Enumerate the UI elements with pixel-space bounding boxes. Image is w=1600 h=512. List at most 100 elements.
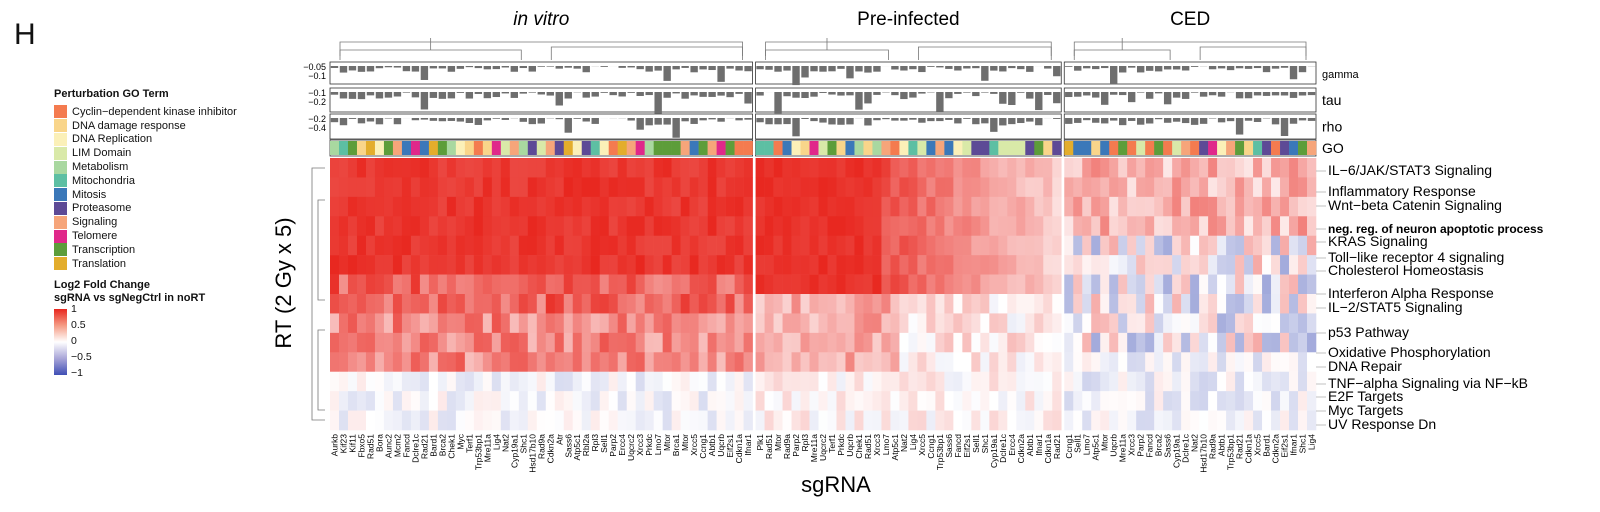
go-cell [1043, 141, 1053, 155]
track-bar [663, 92, 671, 98]
heatmap-cell [845, 332, 855, 353]
heatmap-cell [782, 235, 792, 256]
heatmap-cell [989, 294, 999, 314]
heatmap-cell [545, 255, 556, 275]
heatmap-cell [401, 410, 412, 431]
heatmap-cell [782, 410, 792, 431]
track-bar [756, 118, 764, 123]
heatmap-cell [590, 391, 601, 411]
go-legend-label: Telomere [72, 230, 118, 243]
heatmap-cell [563, 177, 574, 198]
heatmap-cell [671, 216, 681, 237]
heatmap-cell [1307, 313, 1317, 334]
heatmap-cell [626, 158, 636, 178]
heatmap-cell [536, 332, 547, 353]
heatmap-cell [1181, 352, 1191, 373]
column-label: Xrcc3 [872, 434, 882, 456]
heatmap-cell [1082, 352, 1092, 373]
heatmap-cell [464, 196, 475, 217]
heatmap-cell [917, 196, 927, 217]
heatmap-cell [944, 352, 954, 373]
heatmap-cell [926, 313, 936, 334]
heatmap-cell [1271, 255, 1281, 275]
heatmap-cell [1235, 216, 1245, 237]
track-bar [501, 66, 510, 68]
heatmap-cell [764, 158, 774, 178]
heatmap-cell [743, 177, 753, 198]
track-bar [474, 92, 483, 94]
heatmap-cell [473, 391, 484, 411]
heatmap-cell [1280, 313, 1290, 334]
heatmap-cell [689, 352, 699, 373]
column-label: Uqcrc2 [626, 434, 636, 461]
heatmap-cell [608, 294, 619, 314]
heatmap-cell [419, 371, 430, 392]
track-bar [891, 92, 899, 96]
heatmap-cell [980, 391, 990, 411]
track-frame [329, 61, 753, 85]
heatmap-cell [581, 158, 592, 178]
heatmap-cell [662, 235, 672, 256]
go-cell [836, 141, 846, 155]
heatmap-cell [1091, 216, 1101, 237]
heatmap-cell [1307, 158, 1317, 178]
heatmap-cell [662, 352, 672, 373]
track-bar [402, 66, 411, 72]
track-bar [936, 92, 944, 112]
heatmap-cell [845, 391, 855, 411]
heatmap-cell [890, 158, 900, 178]
heatmap-cell [1127, 274, 1137, 295]
heatmap-cell [581, 177, 592, 198]
heatmap-cell [590, 255, 601, 275]
heatmap-cell [491, 255, 502, 275]
heatmap-cell [863, 352, 873, 373]
heatmap-cell [1244, 196, 1254, 217]
go-cell [1289, 141, 1299, 155]
heatmap-cell [989, 410, 999, 431]
heatmap-cell [1016, 274, 1026, 295]
heatmap-cell [764, 294, 774, 314]
heatmap-cell [653, 274, 663, 295]
heatmap-cell [1016, 294, 1026, 314]
heatmap-cell [545, 410, 556, 431]
heatmap-cell [1091, 294, 1101, 314]
track-bar [1262, 92, 1271, 96]
heatmap-cell [1172, 216, 1182, 237]
track-bar [1026, 92, 1034, 99]
fc-tick-label: 0 [71, 334, 77, 347]
column-label: Ifnar1 [1034, 434, 1044, 456]
column-label: Fancd [401, 434, 411, 458]
heatmap-cell [935, 216, 945, 237]
heatmap-cell [935, 274, 945, 295]
heatmap-cell [572, 352, 583, 373]
track-bar [411, 66, 420, 72]
heatmap-cell [725, 216, 735, 237]
track-bar [1065, 66, 1073, 67]
heatmap-cell [491, 177, 502, 198]
heatmap-cell [1244, 391, 1254, 411]
heatmap-cell [917, 294, 927, 314]
heatmap-cell [1289, 255, 1299, 275]
heatmap-cell [755, 371, 765, 392]
track-bar [1083, 92, 1091, 96]
heatmap-cell [518, 332, 529, 353]
heatmap-cell [428, 235, 439, 256]
track-frame [1063, 61, 1317, 85]
heatmap-cell [1280, 410, 1290, 431]
heatmap-cell [1217, 410, 1227, 431]
track-bar [1280, 118, 1289, 137]
heatmap-cell [1127, 177, 1137, 198]
heatmap-cell [1172, 158, 1182, 178]
track-bar [873, 118, 881, 121]
heatmap-cell [446, 410, 457, 431]
heatmap-cell [518, 391, 529, 411]
heatmap-cell [1025, 274, 1035, 295]
heatmap-cell [1298, 177, 1308, 198]
heatmap-cell [971, 274, 981, 295]
track-bar [981, 66, 989, 81]
go-cell [734, 141, 744, 155]
go-legend-item: Translation [54, 257, 284, 271]
heatmap-cell [1307, 332, 1317, 353]
heatmap-cell [836, 255, 846, 275]
column-label: Lmo7 [1082, 434, 1092, 456]
